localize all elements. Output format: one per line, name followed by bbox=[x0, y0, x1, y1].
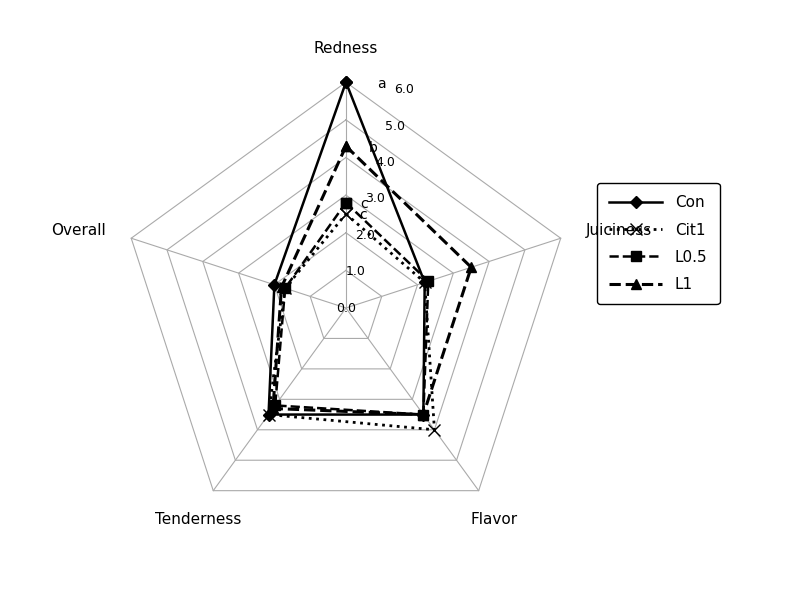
Text: 4.0: 4.0 bbox=[375, 156, 395, 169]
Line: Cit1: Cit1 bbox=[263, 208, 441, 436]
Text: Juiciness: Juiciness bbox=[586, 222, 652, 238]
L1 bbox=[341, 142, 351, 150]
Text: Overall: Overall bbox=[51, 222, 106, 238]
Con bbox=[341, 78, 351, 86]
Legend: Con, Cit1, L0.5, L1: Con, Cit1, L0.5, L1 bbox=[597, 183, 719, 304]
L1 bbox=[467, 264, 476, 271]
Text: 2.0: 2.0 bbox=[355, 229, 376, 242]
L0.5 bbox=[341, 199, 351, 206]
Con bbox=[341, 78, 351, 86]
Text: Tenderness: Tenderness bbox=[155, 512, 241, 527]
L1 bbox=[277, 283, 286, 291]
Text: 1.0: 1.0 bbox=[346, 265, 365, 278]
L0.5 bbox=[281, 285, 290, 292]
Text: Flavor: Flavor bbox=[471, 512, 518, 527]
Text: 5.0: 5.0 bbox=[384, 120, 405, 133]
L0.5 bbox=[270, 402, 280, 409]
L1 bbox=[268, 405, 277, 412]
L0.5 bbox=[341, 199, 351, 206]
L0.5 bbox=[424, 278, 433, 285]
Text: 0.0: 0.0 bbox=[336, 301, 356, 315]
Con bbox=[264, 411, 274, 418]
Text: 3.0: 3.0 bbox=[365, 192, 385, 206]
Cit1 bbox=[430, 426, 439, 434]
Cit1 bbox=[341, 210, 351, 217]
Cit1 bbox=[264, 411, 274, 418]
Cit1 bbox=[341, 210, 351, 217]
L0.5 bbox=[419, 411, 428, 418]
Cit1 bbox=[420, 278, 429, 286]
Text: b: b bbox=[369, 141, 377, 155]
Text: 6.0: 6.0 bbox=[395, 83, 414, 96]
Text: a: a bbox=[377, 78, 386, 91]
Text: Redness: Redness bbox=[314, 41, 378, 56]
Con bbox=[270, 281, 279, 288]
L1 bbox=[419, 411, 428, 418]
Line: Con: Con bbox=[264, 78, 429, 419]
Cit1 bbox=[281, 285, 290, 292]
Con bbox=[419, 411, 428, 418]
Line: L0.5: L0.5 bbox=[270, 198, 433, 419]
Text: c: c bbox=[359, 208, 367, 222]
Text: c: c bbox=[361, 197, 369, 211]
L1 bbox=[341, 142, 351, 150]
Line: L1: L1 bbox=[268, 141, 476, 419]
Con bbox=[420, 278, 429, 286]
